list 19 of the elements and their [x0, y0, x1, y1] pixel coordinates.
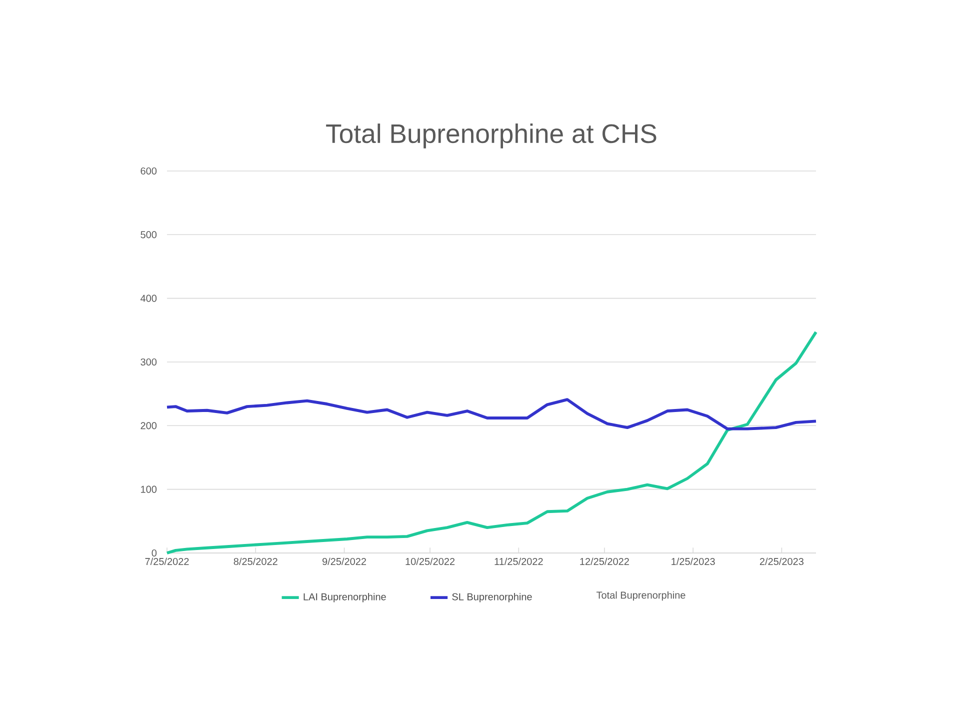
y-tick-label: 100: [141, 486, 157, 493]
y-tick-label: 200: [140, 422, 157, 430]
x-tick-label: 12/25/2022: [580, 558, 629, 566]
x-tick-label: 9/25/2022: [322, 558, 366, 566]
y-tick-label: 300: [140, 358, 157, 366]
chart-title: Total Buprenorphine at CHS: [326, 124, 656, 148]
x-tick-label: 8/25/2022: [234, 558, 278, 566]
x-tick-label: 7/25/2022: [145, 558, 189, 566]
y-tick-label: 0: [152, 549, 157, 557]
legend-label: LAI Buprenorphine: [304, 592, 386, 602]
y-tick-label: 500: [140, 231, 157, 238]
x-tick-label: 11/25/2022: [494, 558, 543, 566]
y-tick-label: 600: [140, 167, 157, 175]
x-tick-label: 2/25/2023: [760, 558, 804, 566]
legend-label: SL Buprenorphine: [452, 592, 532, 602]
x-tick-label: 1/25/2023: [672, 558, 715, 566]
text: Total Buprenorphine: [596, 591, 686, 601]
x-tick-label: 10/25/2022: [406, 558, 455, 566]
y-tick-label: 400: [140, 294, 157, 302]
